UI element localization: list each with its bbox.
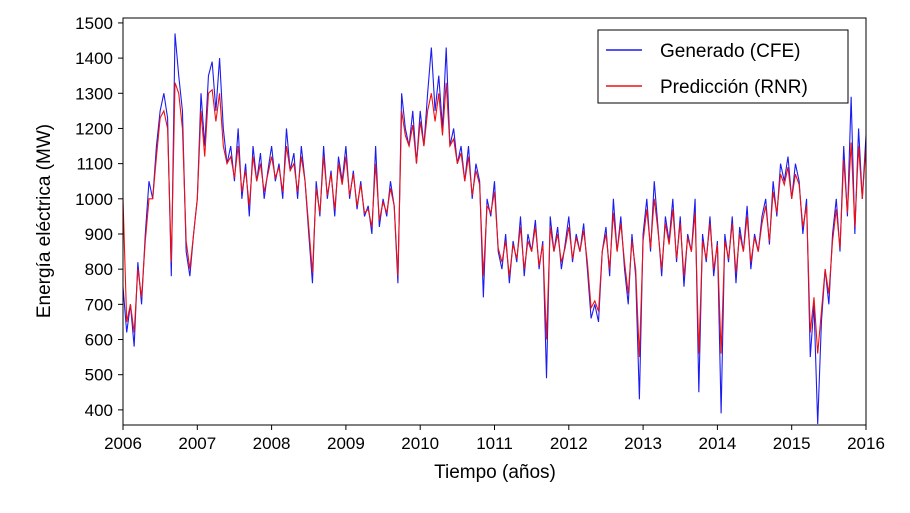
series-line: [122, 82, 867, 358]
x-tick-label: 2016: [847, 434, 885, 453]
x-tick-label: 2010: [401, 434, 439, 453]
x-tick-label: 2007: [178, 434, 216, 453]
x-axis-label: Tiempo (años): [434, 462, 556, 483]
legend: Generado (CFE) Predicción (RNR): [597, 29, 849, 104]
x-tick-label: 2012: [550, 434, 588, 453]
legend-box: [597, 29, 849, 104]
y-tick-label: 1100: [76, 155, 113, 174]
x-tick-label: 2014: [698, 434, 736, 453]
legend-label: Predicción (RNR): [660, 77, 808, 98]
y-tick-label: 400: [85, 401, 113, 420]
x-tick-label: 1011: [476, 434, 513, 453]
y-tick-label: 1300: [75, 84, 113, 103]
plot-area: [122, 33, 867, 424]
x-tick-label: 2009: [327, 434, 365, 453]
x-tick-label: 2008: [253, 434, 291, 453]
y-tick-label: 500: [85, 366, 113, 385]
y-tick-label: 700: [85, 295, 113, 314]
y-tick-label: 1400: [75, 49, 113, 68]
y-axis-label: Energía eléctrica (MW): [34, 124, 55, 318]
y-tick-label: 1500: [75, 14, 113, 33]
x-tick-label: 2015: [773, 434, 811, 453]
y-tick-label: 900: [85, 225, 113, 244]
x-tick-label: 2013: [624, 434, 662, 453]
y-tick-label: 600: [85, 331, 113, 350]
legend-label: Generado (CFE): [660, 41, 800, 62]
y-tick-label: 1200: [75, 119, 113, 138]
x-tick-label: 2006: [104, 434, 142, 453]
y-tick-label: 1000: [75, 190, 113, 209]
y-tick-label: 800: [85, 260, 113, 279]
